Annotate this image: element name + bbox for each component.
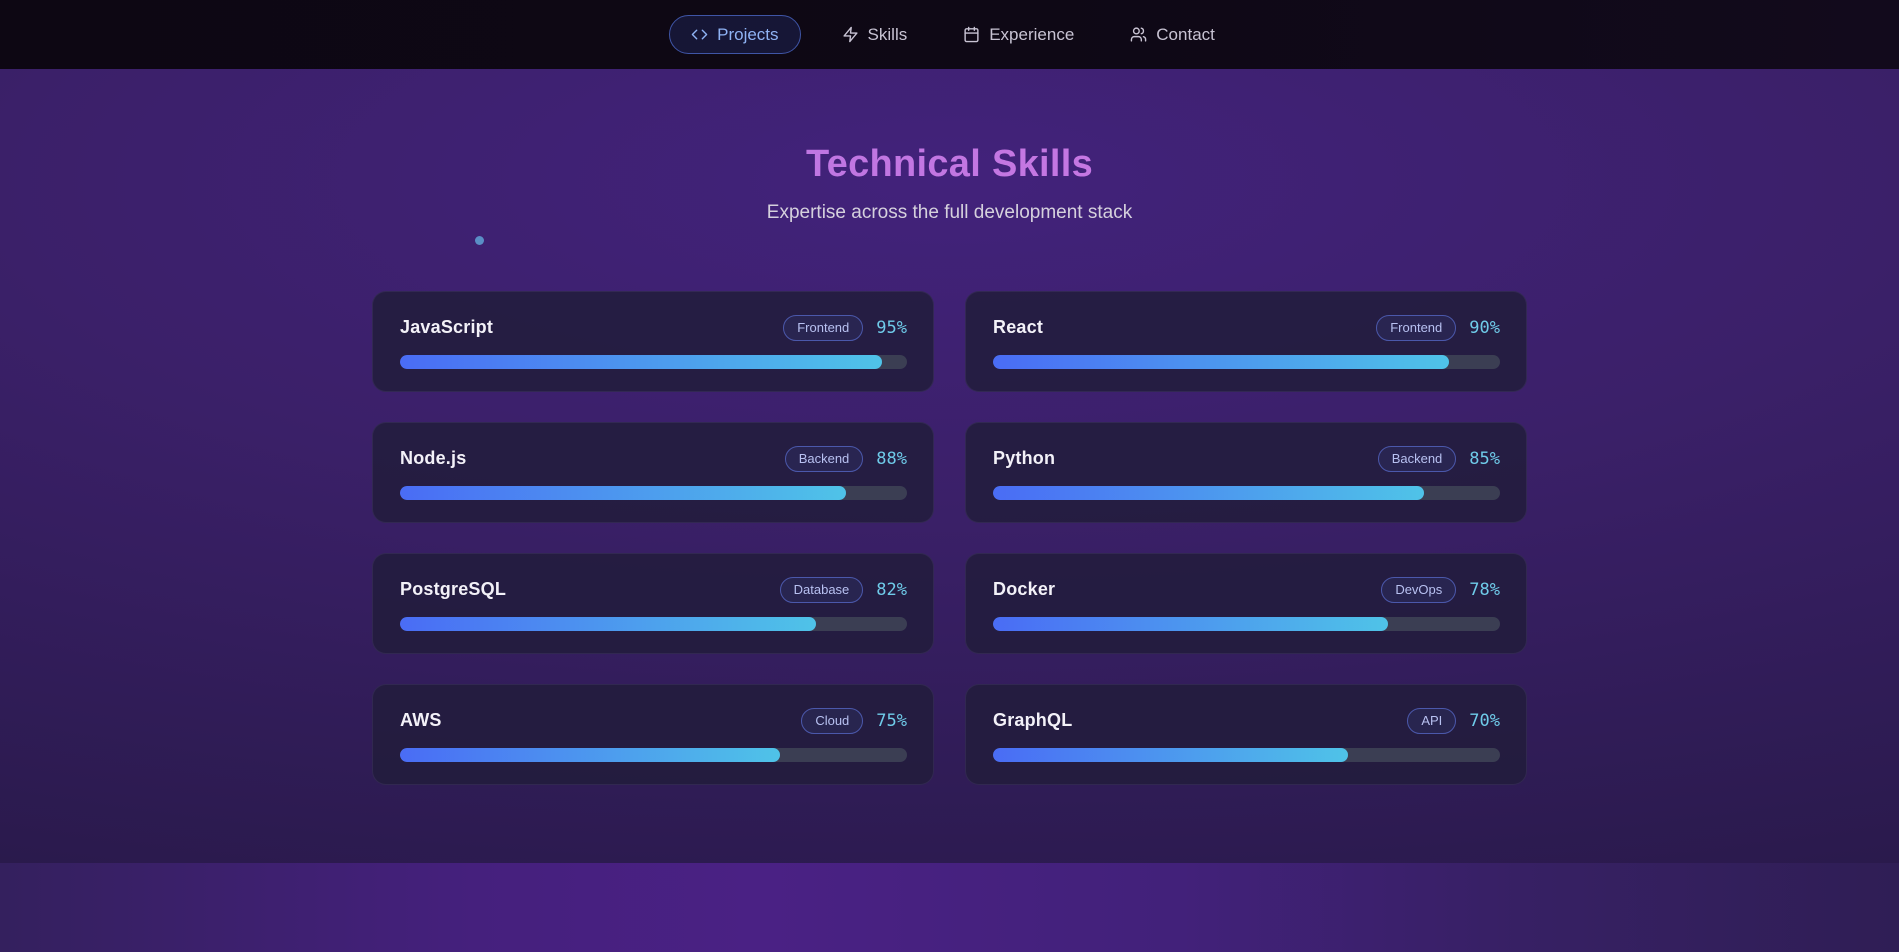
- skill-category-badge: Cloud: [801, 707, 864, 734]
- nav-item-label: Experience: [989, 25, 1075, 44]
- skill-name: AWS: [400, 710, 442, 731]
- skill-category-badge: Frontend: [783, 314, 864, 341]
- users-icon: [1130, 27, 1147, 42]
- skill-progress-track: [400, 748, 907, 763]
- skill-name: JavaScript: [400, 317, 494, 338]
- skill-progress-track: [400, 486, 907, 501]
- skill-category-badge: Backend: [784, 445, 864, 472]
- top-navigation: Projects Skills Experience Contact: [0, 0, 1899, 69]
- skill-name: Node.js: [400, 448, 467, 469]
- skill-category-badge: Frontend: [1376, 314, 1457, 341]
- skill-percent: 82%: [876, 579, 907, 600]
- skill-name: Docker: [993, 579, 1056, 600]
- skill-percent: 78%: [1469, 579, 1500, 600]
- skill-percent: 90%: [1469, 317, 1500, 338]
- page-subtitle: Expertise across the full development st…: [766, 201, 1133, 223]
- skill-card: Docker DevOps 78%: [965, 553, 1527, 655]
- skill-progress-fill: [993, 617, 1389, 632]
- skill-progress-fill: [993, 748, 1348, 763]
- particle-dot: [475, 236, 484, 245]
- skill-percent: 70%: [1469, 710, 1500, 731]
- skills-grid: JavaScript Frontend 95% React Frontend 9…: [372, 291, 1527, 786]
- skill-card: AWS Cloud 75%: [372, 684, 934, 786]
- code-icon: [691, 29, 708, 40]
- nav-item-skills[interactable]: Skills: [827, 16, 923, 53]
- nav-item-label: Contact: [1156, 25, 1215, 44]
- skill-progress-fill: [400, 355, 882, 370]
- nav-item-experience[interactable]: Experience: [948, 16, 1089, 53]
- skill-percent: 88%: [876, 448, 907, 469]
- skill-progress-track: [993, 748, 1500, 763]
- skill-progress-fill: [400, 748, 781, 763]
- skill-progress-fill: [400, 486, 847, 501]
- skill-progress-track: [993, 617, 1500, 632]
- skill-progress-track: [400, 617, 907, 632]
- skill-progress-fill: [993, 486, 1424, 501]
- calendar-icon: [964, 26, 979, 43]
- skill-progress-fill: [993, 355, 1450, 370]
- skill-name: PostgreSQL: [400, 579, 507, 600]
- skill-category-badge: Backend: [1377, 445, 1457, 472]
- nav-item-projects[interactable]: Projects: [669, 15, 801, 54]
- skill-progress-track: [400, 355, 907, 370]
- skill-category-badge: Database: [779, 576, 864, 603]
- skill-progress-track: [993, 486, 1500, 501]
- zap-icon: [842, 26, 858, 43]
- skill-card: JavaScript Frontend 95%: [372, 291, 934, 393]
- next-section-band: [0, 863, 1899, 952]
- nav-item-label: Projects: [717, 25, 779, 44]
- skill-card: React Frontend 90%: [965, 291, 1527, 393]
- skill-name: React: [993, 317, 1044, 338]
- skill-progress-fill: [400, 617, 816, 632]
- skill-category-badge: DevOps: [1381, 576, 1457, 603]
- skill-category-badge: API: [1407, 707, 1457, 734]
- skill-card: Python Backend 85%: [965, 422, 1527, 524]
- skill-card: PostgreSQL Database 82%: [372, 553, 934, 655]
- page-title: Technical Skills: [0, 143, 1899, 187]
- skill-name: Python: [993, 448, 1056, 469]
- skill-progress-track: [993, 355, 1500, 370]
- skill-card: Node.js Backend 88%: [372, 422, 934, 524]
- technical-skills-section: Technical Skills Expertise across the fu…: [0, 69, 1899, 863]
- nav-item-label: Skills: [867, 25, 908, 44]
- skill-percent: 95%: [876, 317, 907, 338]
- skill-card: GraphQL API 70%: [965, 684, 1527, 786]
- skill-percent: 85%: [1469, 448, 1500, 469]
- nav-item-contact[interactable]: Contact: [1115, 16, 1230, 53]
- skill-percent: 75%: [876, 710, 907, 731]
- skill-name: GraphQL: [993, 710, 1073, 731]
